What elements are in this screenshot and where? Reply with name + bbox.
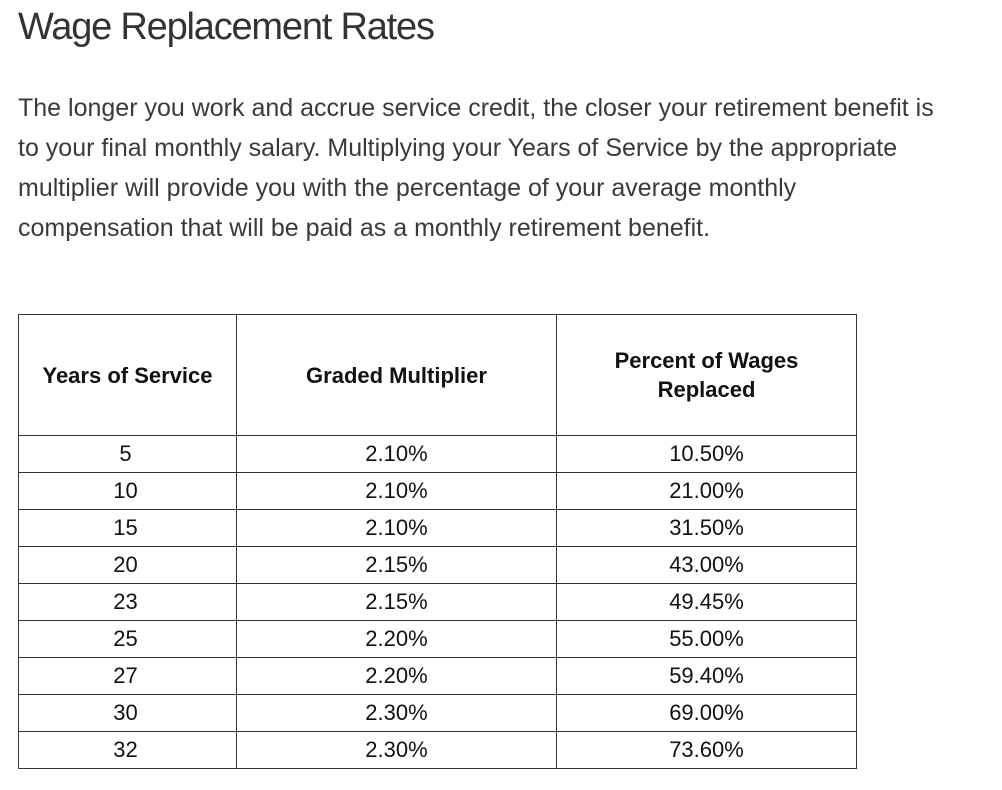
percent-cell: 43.00% xyxy=(556,546,857,584)
years-cell: 32 xyxy=(18,731,237,769)
table-row: 5 2.10% 10.50% xyxy=(18,435,857,473)
table-row: 27 2.20% 59.40% xyxy=(18,657,857,695)
table-row: 20 2.15% 43.00% xyxy=(18,546,857,584)
years-cell: 30 xyxy=(18,694,237,732)
percent-cell: 69.00% xyxy=(556,694,857,732)
years-cell: 27 xyxy=(18,657,237,695)
wage-replacement-table-container: Years of Service Graded Multiplier Perce… xyxy=(18,314,857,769)
header-row: Years of Service Graded Multiplier Perce… xyxy=(18,314,857,436)
header-years-of-service: Years of Service xyxy=(18,314,237,436)
years-cell: 10 xyxy=(18,472,237,510)
table-row: 30 2.30% 69.00% xyxy=(18,694,857,732)
percent-cell: 59.40% xyxy=(556,657,857,695)
table-row: 32 2.30% 73.60% xyxy=(18,731,857,769)
intro-paragraph: The longer you work and accrue service c… xyxy=(18,94,934,242)
multiplier-cell: 2.10% xyxy=(236,435,557,473)
multiplier-cell: 2.30% xyxy=(236,694,557,732)
years-cell: 20 xyxy=(18,546,237,584)
multiplier-cell: 2.20% xyxy=(236,620,557,658)
multiplier-cell: 2.15% xyxy=(236,583,557,621)
multiplier-cell: 2.15% xyxy=(236,546,557,584)
header-percent-of-wages-replaced: Percent of Wages Replaced xyxy=(556,314,857,436)
table-row: 25 2.20% 55.00% xyxy=(18,620,857,658)
multiplier-cell: 2.30% xyxy=(236,731,557,769)
percent-cell: 49.45% xyxy=(556,583,857,621)
percent-cell: 31.50% xyxy=(556,509,857,547)
table-row: 23 2.15% 49.45% xyxy=(18,583,857,621)
table-body: 5 2.10% 10.50% 10 2.10% 21.00% 15 2.10% 31.50% 20… xyxy=(18,435,857,769)
table-header: Years of Service Graded Multiplier Perce… xyxy=(18,314,857,436)
percent-cell: 73.60% xyxy=(556,731,857,769)
table-row: 10 2.10% 21.00% xyxy=(18,472,857,510)
percent-cell: 21.00% xyxy=(556,472,857,510)
percent-cell: 10.50% xyxy=(556,435,857,473)
years-cell: 25 xyxy=(18,620,237,658)
wage-replacement-table: Years of Service Graded Multiplier Perce… xyxy=(18,314,857,769)
page-title: Wage Replacement Rates xyxy=(18,6,435,48)
percent-cell: 55.00% xyxy=(556,620,857,658)
years-cell: 23 xyxy=(18,583,237,621)
table-row: 15 2.10% 31.50% xyxy=(18,509,857,547)
years-cell: 15 xyxy=(18,509,237,547)
multiplier-cell: 2.20% xyxy=(236,657,557,695)
header-graded-multiplier: Graded Multiplier xyxy=(236,314,557,436)
multiplier-cell: 2.10% xyxy=(236,509,557,547)
multiplier-cell: 2.10% xyxy=(236,472,557,510)
years-cell: 5 xyxy=(18,435,237,473)
